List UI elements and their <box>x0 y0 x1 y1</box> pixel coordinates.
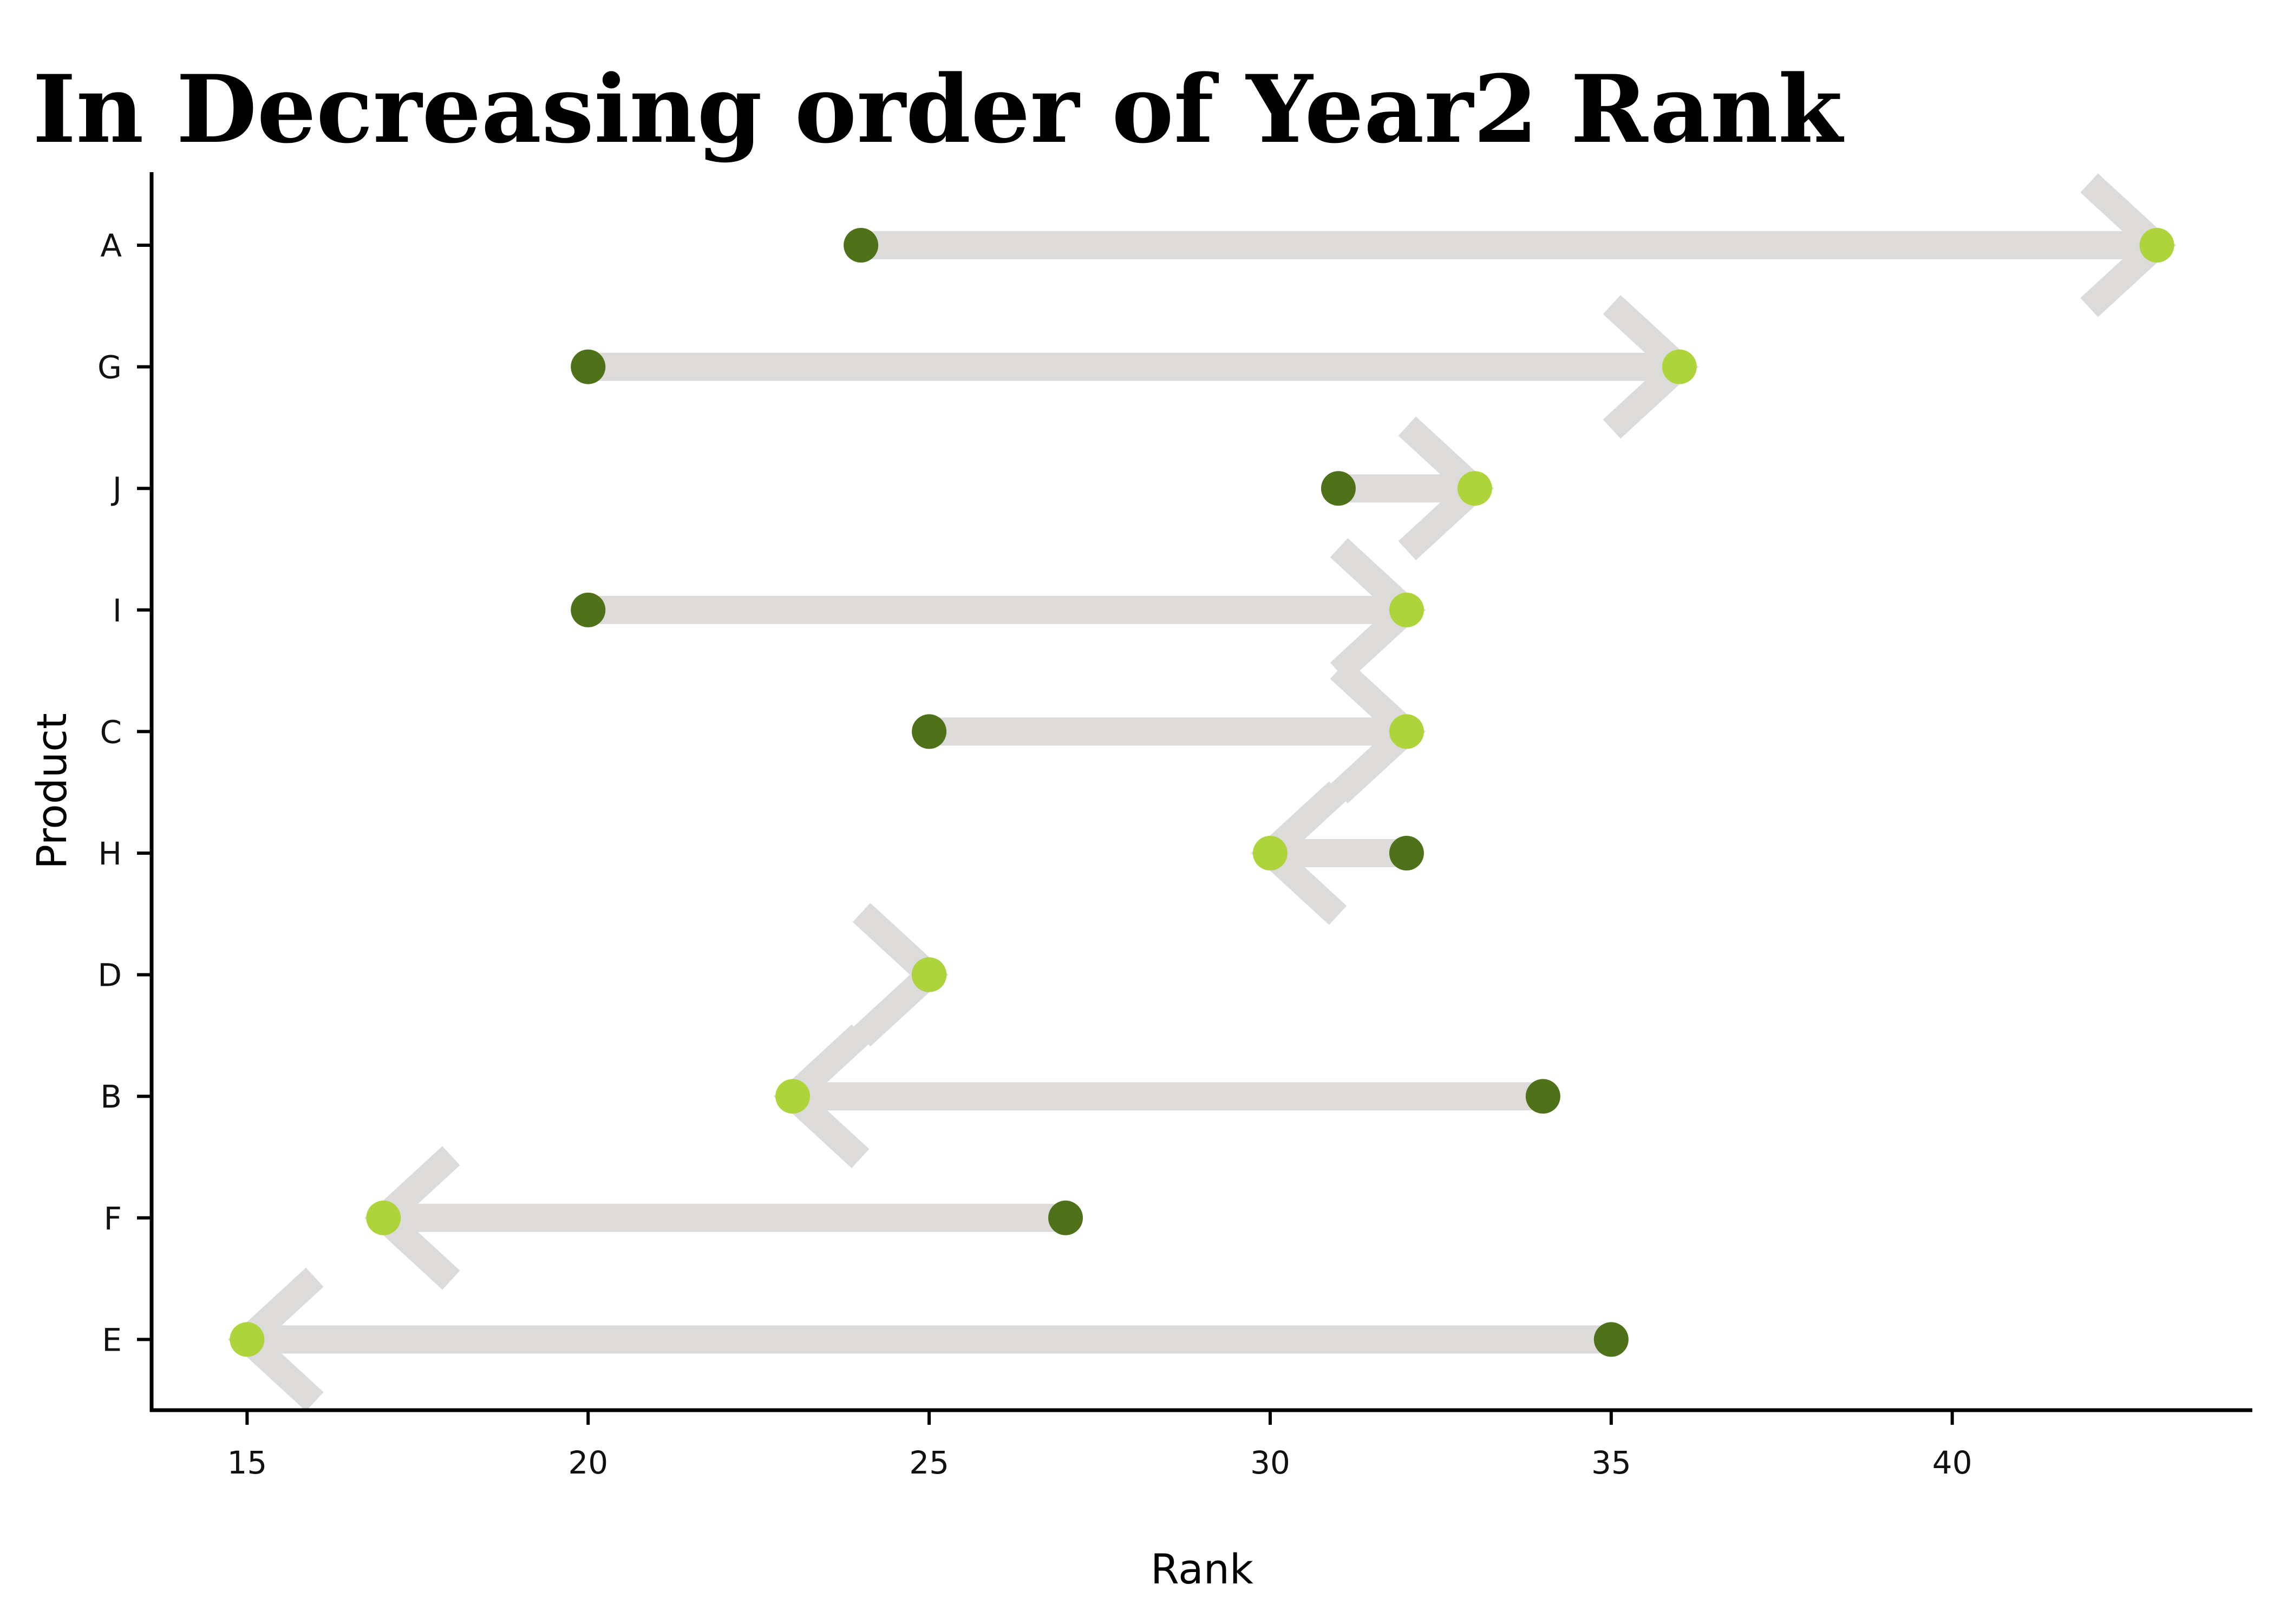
y-tick-label: C <box>100 713 122 750</box>
point-start-J <box>1321 471 1356 506</box>
point-start-I <box>571 592 606 627</box>
y-tick-label: B <box>100 1078 122 1115</box>
point-end-G <box>1662 349 1697 384</box>
point-end-E <box>230 1322 265 1357</box>
point-start-E <box>1593 1322 1629 1357</box>
point-end-H <box>1252 836 1288 870</box>
y-tick-label: D <box>97 957 122 994</box>
point-end-A <box>2139 228 2174 263</box>
y-axis: A G J I C H D B F E <box>97 227 152 1358</box>
x-tick-label: 25 <box>909 1444 949 1481</box>
arrow-layer <box>227 173 2177 1412</box>
y-tick-label: F <box>104 1200 122 1237</box>
point-start-H <box>1389 836 1424 870</box>
y-tick-label: J <box>111 470 122 507</box>
y-tick-label: A <box>100 227 122 264</box>
y-axis-title: Product <box>28 713 76 869</box>
point-start-A <box>844 228 879 263</box>
point-end-D <box>912 957 947 992</box>
point-start-G <box>571 349 606 384</box>
y-tick-label: G <box>97 349 122 386</box>
x-tick-label: 30 <box>1250 1444 1290 1481</box>
x-tick-label: 40 <box>1932 1444 1972 1481</box>
x-axis: 15 20 25 30 35 40 <box>227 1410 1972 1481</box>
point-end-I <box>1389 592 1424 627</box>
point-end-C <box>1389 714 1424 749</box>
point-end-F <box>366 1200 401 1235</box>
point-layer <box>230 228 2174 1357</box>
y-tick-label: E <box>102 1321 122 1358</box>
point-end-B <box>775 1079 811 1114</box>
x-tick-label: 15 <box>227 1444 267 1481</box>
x-tick-label: 35 <box>1591 1444 1631 1481</box>
x-tick-label: 20 <box>568 1444 608 1481</box>
point-end-J <box>1457 471 1492 506</box>
x-axis-title: Rank <box>1151 1545 1253 1593</box>
point-start-F <box>1048 1200 1083 1235</box>
point-start-C <box>912 714 947 749</box>
y-tick-label: I <box>113 592 122 629</box>
point-start-B <box>1525 1079 1560 1114</box>
chart-title: In Decreasing order of Year2 Rank <box>32 54 1845 164</box>
y-tick-label: H <box>98 835 122 872</box>
